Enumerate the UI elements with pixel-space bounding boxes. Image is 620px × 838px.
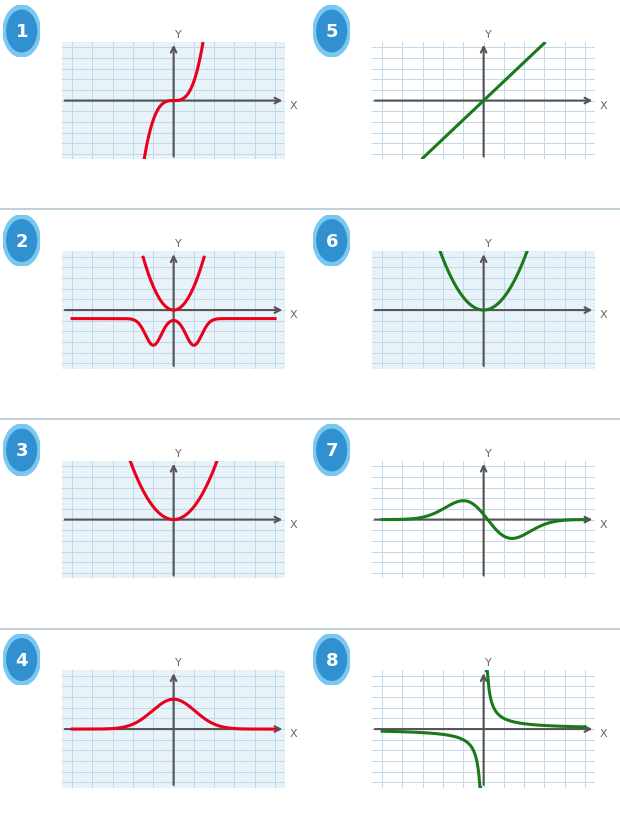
Circle shape [7,220,37,261]
Circle shape [313,424,350,476]
Circle shape [3,215,40,266]
Circle shape [3,424,40,476]
Text: Y: Y [485,659,492,668]
Text: Y: Y [485,449,492,458]
Text: 1: 1 [16,23,28,41]
Text: 5: 5 [326,23,338,41]
Text: 4: 4 [16,652,28,670]
Text: Y: Y [175,449,182,458]
Text: Y: Y [485,30,492,39]
Circle shape [7,639,37,680]
Circle shape [3,634,40,685]
Text: Y: Y [175,659,182,668]
Circle shape [313,215,350,266]
Text: 7: 7 [326,442,338,460]
Text: X: X [600,101,607,111]
Text: X: X [290,729,297,739]
Circle shape [313,5,350,57]
Text: 6: 6 [326,233,338,251]
Circle shape [317,220,347,261]
Circle shape [7,429,37,471]
Circle shape [317,429,347,471]
Text: 8: 8 [326,652,338,670]
Circle shape [313,634,350,685]
Text: 2: 2 [16,233,28,251]
Text: X: X [290,310,297,320]
Circle shape [7,10,37,52]
Text: X: X [600,729,607,739]
Circle shape [317,639,347,680]
Circle shape [317,10,347,52]
Text: X: X [290,101,297,111]
Text: 3: 3 [16,442,28,460]
Text: X: X [600,310,607,320]
Text: Y: Y [175,30,182,39]
Text: Y: Y [175,240,182,249]
Text: X: X [290,520,297,530]
Circle shape [3,5,40,57]
Text: Y: Y [485,240,492,249]
Text: X: X [600,520,607,530]
